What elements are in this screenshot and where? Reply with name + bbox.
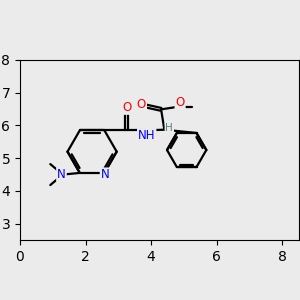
Text: O: O: [122, 101, 131, 114]
Text: O: O: [176, 96, 185, 109]
Text: NH: NH: [138, 129, 155, 142]
Text: N: N: [57, 168, 66, 181]
Text: O: O: [137, 98, 146, 111]
Text: H: H: [165, 123, 173, 134]
Text: N: N: [101, 168, 110, 182]
